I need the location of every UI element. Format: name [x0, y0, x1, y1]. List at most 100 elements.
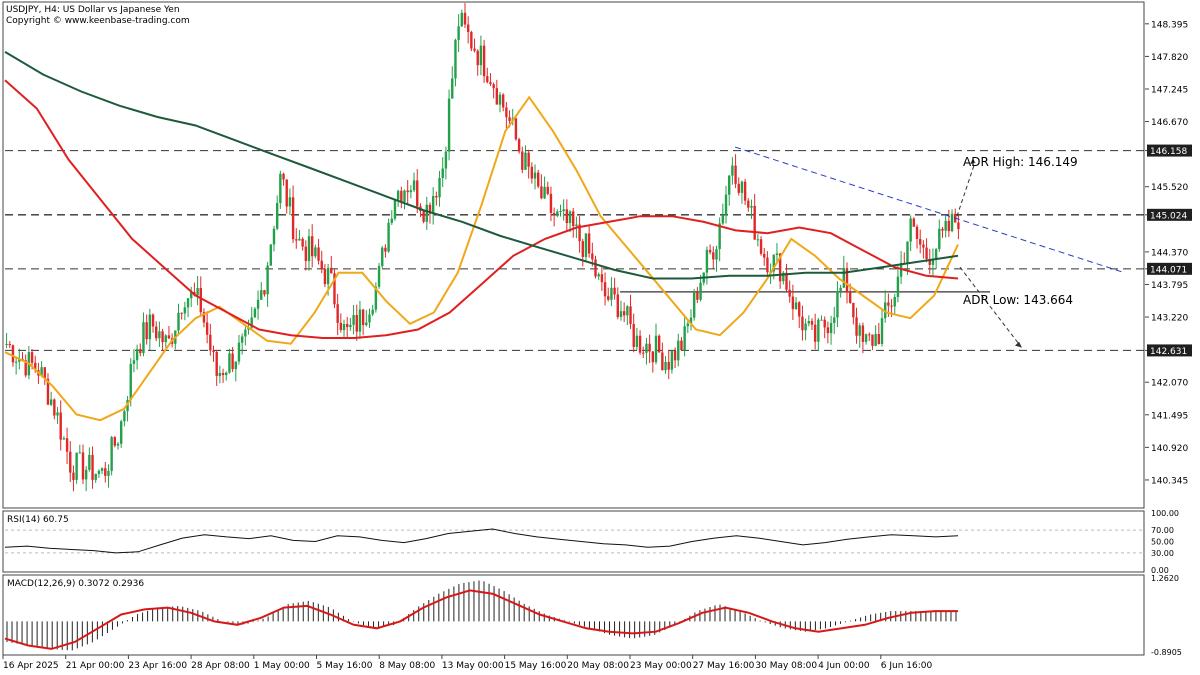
candle-body: [75, 452, 78, 480]
adr-low-arrowhead: [1015, 341, 1022, 348]
candle-body: [444, 151, 448, 169]
macd-tick-label: 1.2620: [1151, 574, 1179, 583]
candle-body: [619, 311, 623, 318]
candle-body: [594, 259, 597, 277]
candle-body: [384, 247, 387, 252]
candle-body: [868, 334, 871, 336]
time-tick-label: 28 Apr 08:00: [191, 661, 250, 671]
price-level-tag: [1147, 262, 1192, 275]
candle-body: [890, 305, 893, 307]
candle-body: [422, 211, 425, 222]
candle-body: [164, 335, 167, 343]
candle-body: [915, 226, 919, 239]
candle-body: [482, 45, 486, 77]
candle-body: [925, 247, 928, 260]
candle-body: [177, 312, 180, 331]
candle-body: [839, 287, 842, 292]
candle-body: [842, 268, 846, 288]
candle-body: [199, 288, 202, 313]
candle-body: [339, 322, 343, 331]
macd-pane: 1.2620 -0.8905: [4, 574, 1182, 657]
time-tick-label: 27 May 16:00: [693, 661, 755, 671]
candle-body: [352, 315, 355, 325]
candle-body: [673, 350, 677, 361]
candle-body: [731, 165, 734, 176]
rsi-line: [4, 528, 959, 554]
candle-body: [317, 247, 320, 261]
candle-body: [431, 196, 435, 214]
descending-trendline: [734, 146, 1126, 274]
candle-body: [342, 323, 346, 331]
candle-body: [801, 316, 804, 331]
candle-body: [119, 421, 123, 444]
price-tick-label: 148.395: [1151, 20, 1188, 30]
candle-body: [626, 306, 629, 316]
candle-body: [587, 233, 591, 254]
rsi-tick-label: 50.00: [1151, 538, 1174, 547]
candle-body: [374, 286, 378, 310]
rsi-tick-label: 30.00: [1151, 549, 1174, 558]
candle-body: [355, 315, 358, 332]
candle-body: [632, 323, 635, 347]
candle-body: [740, 181, 744, 193]
candle-body: [167, 335, 171, 339]
price-tick-label: 146.670: [1151, 118, 1188, 128]
candle-body: [931, 259, 935, 265]
candle-body: [514, 118, 518, 140]
candle-body: [279, 173, 282, 204]
candle-body: [613, 287, 616, 295]
candle-body: [667, 361, 670, 370]
candle-body: [447, 98, 451, 152]
candle-body: [336, 304, 339, 323]
candle-body: [151, 314, 155, 327]
candle-body: [228, 353, 231, 373]
main-pane-frame: [2, 1, 1145, 509]
candle-body: [893, 296, 896, 307]
candle-body: [734, 165, 737, 184]
candle-body: [791, 296, 795, 310]
candle-body: [759, 239, 763, 254]
candle-body: [387, 222, 390, 252]
adr-high-arrowhead: [970, 158, 975, 165]
candle-body: [549, 193, 553, 213]
candle-body: [412, 180, 416, 191]
candle-body: [807, 321, 810, 324]
candle-body: [883, 302, 887, 319]
candle-body: [451, 78, 454, 99]
candle-body: [234, 361, 237, 370]
candle-body: [225, 372, 228, 376]
candle-body: [540, 186, 543, 199]
candle-body: [813, 324, 817, 342]
candle-body: [314, 247, 317, 257]
candle-body: [390, 218, 393, 223]
candle-body: [479, 45, 483, 66]
candle-body: [610, 287, 613, 300]
candle-body: [250, 317, 253, 328]
candle-body: [699, 282, 702, 300]
candle-body: [269, 244, 273, 266]
moving-average-line: [4, 79, 959, 339]
candle-body: [425, 204, 428, 222]
candle-body: [947, 220, 951, 232]
candle-body: [190, 292, 193, 299]
macd-label: MACD(12,26,9) 0.3072 0.2936: [7, 579, 144, 589]
candle-body: [501, 94, 505, 108]
macd-tick-label: -0.8905: [1151, 648, 1182, 657]
candle-body: [135, 349, 139, 361]
price-tick-label: 140.345: [1151, 476, 1188, 486]
candle-body: [298, 238, 301, 241]
price-tick-label: 147.245: [1151, 85, 1188, 95]
candle-body: [689, 317, 693, 324]
candle-body: [635, 335, 639, 347]
candle-body: [158, 331, 161, 339]
candle-body: [358, 309, 362, 332]
candle-body: [521, 151, 524, 170]
candle-body: [97, 470, 101, 474]
candle-body: [5, 343, 8, 345]
price-tick-label: 143.795: [1151, 281, 1188, 291]
rsi-pane: 100.00 70.00 50.00 30.00 0.00: [4, 509, 1179, 575]
candle-body: [365, 322, 368, 326]
candle-body: [530, 166, 534, 179]
candle-body: [256, 299, 260, 309]
price-level-tag-label: 144.071: [1150, 265, 1187, 275]
